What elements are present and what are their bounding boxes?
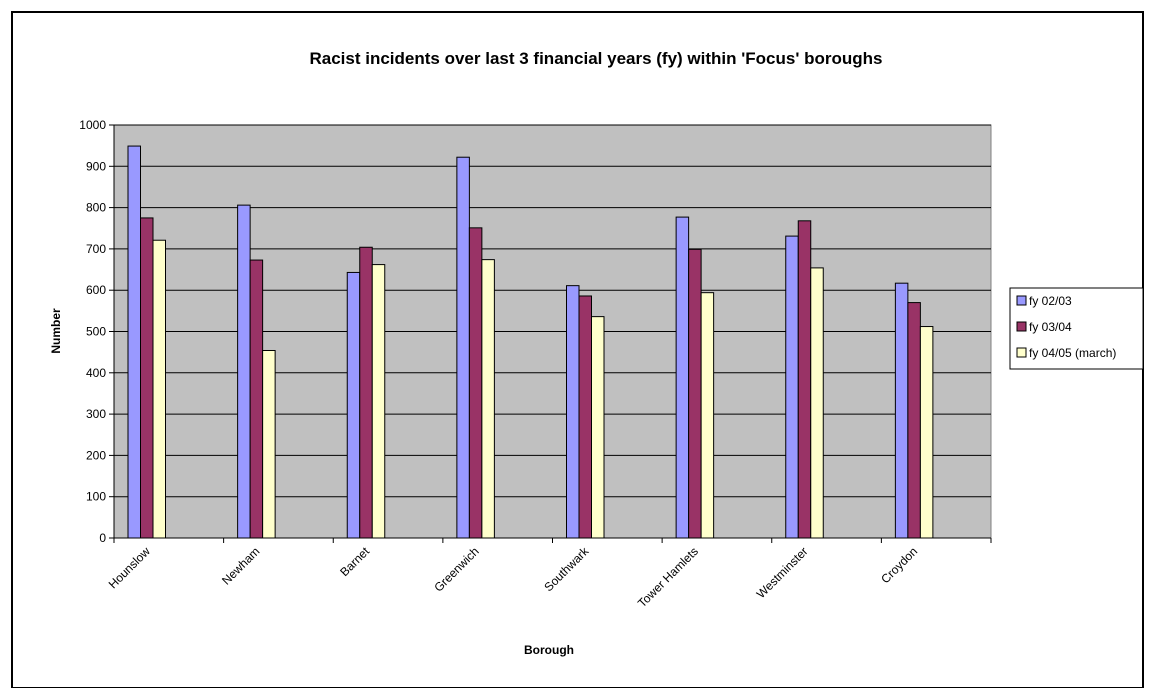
bar-1-tower-hamlets (675, 216, 690, 539)
bar-2-newham (249, 259, 264, 539)
bar-1-croydon (894, 282, 909, 539)
bar-2-barnet (359, 246, 373, 539)
y-tick-label: 700 (86, 242, 106, 256)
bar-3-greenwich (481, 259, 495, 539)
bars (127, 145, 934, 539)
bar-1-barnet (346, 271, 361, 539)
legend: fy 02/03 fy 03/04 fy 04/05 (march) (1009, 287, 1144, 370)
y-tick-label: 600 (86, 283, 106, 297)
y-tick-label: 800 (86, 201, 106, 215)
legend-label: fy 04/05 (march) (1029, 346, 1116, 360)
bar-3-newham (262, 349, 276, 539)
legend-box (1009, 287, 1144, 370)
bar-2-greenwich (468, 227, 483, 539)
x-axis-label: Borough (524, 643, 574, 657)
y-tick-label: 1000 (79, 118, 106, 132)
y-axis-label: Number (49, 308, 63, 354)
y-tick-label: 0 (99, 531, 106, 545)
bar-1-greenwich (456, 156, 470, 539)
bar-2-hounslow (140, 217, 154, 539)
bar-3-croydon (919, 326, 934, 539)
bar-1-southwark (566, 285, 580, 539)
legend-swatch (1016, 321, 1027, 332)
legend-swatch (1016, 295, 1027, 306)
bar-2-croydon (907, 302, 921, 539)
chart-title: Racist incidents over last 3 financial y… (310, 49, 883, 68)
bar-2-westminster (797, 220, 812, 539)
bar-3-westminster (810, 267, 824, 539)
legend-label: fy 03/04 (1029, 320, 1072, 334)
bar-3-tower-hamlets (700, 292, 715, 539)
bar-1-newham (237, 204, 251, 539)
bar-3-hounslow (152, 239, 166, 539)
bar-2-tower-hamlets (688, 248, 702, 539)
bar-3-southwark (591, 316, 605, 539)
y-tick-label: 100 (86, 490, 106, 504)
y-tick-label: 500 (86, 325, 106, 339)
y-tick-label: 900 (86, 159, 106, 173)
y-tick-label: 300 (86, 407, 106, 421)
legend-label: fy 02/03 (1029, 294, 1072, 308)
y-tick-label: 400 (86, 366, 106, 380)
bar-2-southwark (578, 295, 592, 539)
y-tick-label: 200 (86, 448, 106, 462)
bar-1-westminster (785, 235, 799, 539)
legend-swatch (1016, 347, 1027, 358)
bar-3-barnet (371, 264, 386, 539)
bar-1-hounslow (127, 145, 141, 539)
legend-items: fy 02/03 fy 03/04 fy 04/05 (march) (1016, 294, 1116, 360)
